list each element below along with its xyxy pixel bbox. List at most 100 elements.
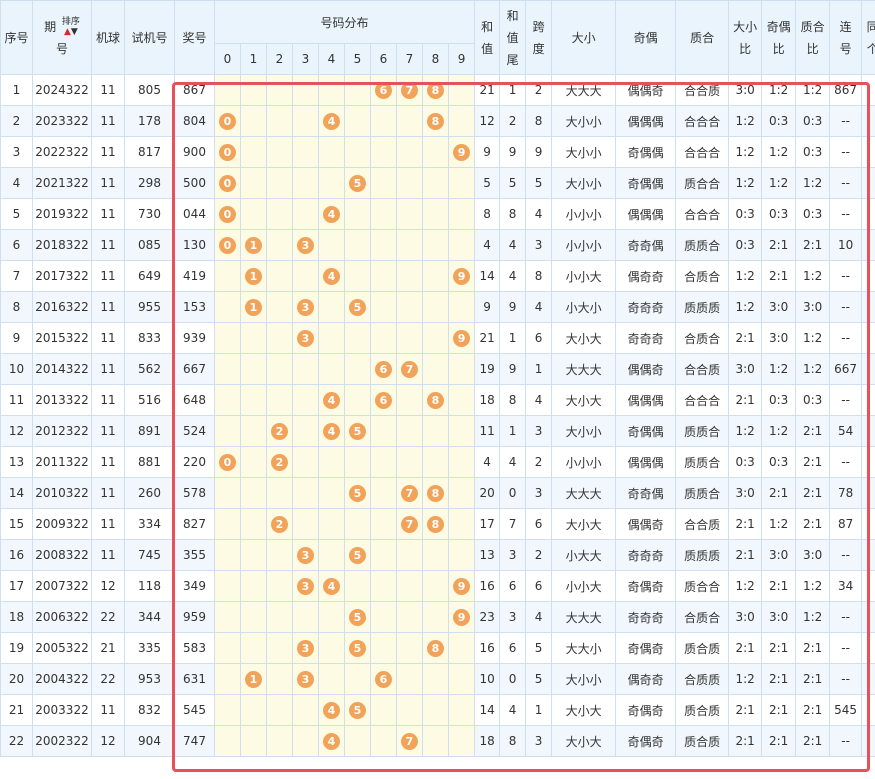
cell-digit-6 [370, 415, 397, 447]
cell-digit-6 [370, 446, 397, 478]
col-sum-tail-label-1: 和 [506, 8, 519, 23]
cell-consecutive: -- [829, 539, 863, 571]
cell-consecutive: 34 [829, 570, 863, 602]
cell-span: 3 [525, 725, 553, 757]
cell-digit-6 [370, 322, 397, 354]
cell-digit-3 [292, 415, 319, 447]
cell-parity-ratio: 0:3 [761, 446, 797, 478]
cell-seq: 16 [0, 539, 33, 571]
cell-digit-5: 5 [344, 694, 371, 726]
cell-prize: 524 [174, 415, 215, 447]
col-size: 大小 [551, 0, 617, 75]
cell-digit-7 [396, 446, 423, 478]
cell-span: 4 [525, 291, 553, 323]
digit-ball: 3 [297, 639, 314, 657]
cell-size-ratio: 2:1 [728, 539, 763, 571]
cell-prime-ratio: 2:1 [795, 508, 831, 540]
cell-trial: 955 [124, 291, 175, 323]
cell-digit-3: 3 [292, 570, 319, 602]
cell-consecutive: -- [829, 446, 863, 478]
cell-digit-1 [240, 353, 267, 385]
digit-ball: 0 [219, 236, 236, 254]
col-trial-label: 试机号 [131, 31, 168, 45]
cell-sum-tail: 3 [499, 539, 527, 571]
col-sum-tail: 和值尾 [499, 0, 527, 75]
cell-digit-8 [422, 601, 449, 633]
digit-ball: 4 [323, 391, 340, 409]
table-row: 9 2015322 11 833 939 3 9 21 1 6 大小大 奇奇奇 合质合 2:1 3:0 1:2… [0, 322, 875, 354]
cell-prime-ratio: 1:2 [795, 353, 831, 385]
cell-sum-tail: 4 [499, 694, 527, 726]
cell-trial: 649 [124, 260, 175, 292]
cell-digit-3 [292, 694, 319, 726]
cell-digit-5 [344, 198, 371, 230]
cell-digit-2: 2 [266, 415, 293, 447]
cell-digit-3: 3 [292, 291, 319, 323]
digit-ball: 6 [375, 360, 392, 378]
cell-seq: 14 [0, 477, 33, 509]
col-parity-label: 奇偶 [633, 31, 658, 45]
cell-period: 2015322 [32, 322, 92, 354]
col-distribution: 号码分布 [213, 0, 476, 44]
digit-ball: 3 [297, 577, 314, 595]
cell-digit-9: 9 [447, 601, 476, 633]
cell-digit-1: 1 [240, 663, 267, 695]
cell-digit-9 [447, 477, 476, 509]
cell-digit-3 [292, 601, 319, 633]
cell-trial: 832 [124, 694, 175, 726]
sort-control[interactable]: 排序 ▲▼ [62, 17, 80, 37]
cell-consecutive: 87 [829, 508, 863, 540]
cell-prime-ratio: 2:1 [795, 446, 831, 478]
col-period[interactable]: 期 排序 ▲▼ 号 [32, 0, 92, 75]
cell-sum-tail: 2 [499, 105, 527, 137]
cell-size: 大大大 [551, 477, 617, 509]
cell-size: 大小小 [551, 136, 617, 168]
cell-digit-7 [396, 167, 423, 199]
cell-trial: 562 [124, 353, 175, 385]
cell-digit-2: 2 [266, 446, 293, 478]
cell-sum: 23 [474, 601, 501, 633]
digit-header-1: 1 [240, 43, 267, 75]
cell-size: 小小小 [551, 229, 617, 261]
digit-ball: 9 [453, 143, 471, 161]
cell-digit-5 [344, 446, 371, 478]
cell-digit-7: 7 [396, 353, 423, 385]
cell-prime: 质质质 [675, 539, 730, 571]
table-row: 15 2009322 11 334 827 2 7 8 17 7 6 大小大 偶偶奇 合合质 2:1 1:2 2… [0, 508, 875, 540]
cell-span: 8 [525, 105, 553, 137]
cell-machine: 11 [91, 198, 125, 230]
cell-digit-0 [214, 74, 241, 106]
digit-ball: 5 [349, 546, 366, 564]
cell-digit-6 [370, 477, 397, 509]
col-size-label: 大小 [571, 31, 596, 45]
cell-prime: 质合质 [675, 694, 730, 726]
cell-prize: 900 [174, 136, 215, 168]
cell-machine: 11 [91, 229, 125, 261]
cell-sum: 19 [474, 353, 501, 385]
cell-digit-9: 9 [447, 136, 476, 168]
cell-same-count: 2 [861, 167, 875, 199]
cell-digit-5 [344, 570, 371, 602]
cell-digit-5: 5 [344, 601, 371, 633]
sort-asc-icon[interactable]: ▲ [63, 27, 71, 37]
sort-desc-icon[interactable]: ▼ [70, 27, 78, 37]
digit-ball: 6 [375, 81, 392, 99]
cell-consecutive: 54 [829, 415, 863, 447]
cell-prime: 质质合 [675, 415, 730, 447]
cell-parity: 奇偶奇 [615, 570, 677, 602]
cell-digit-7 [396, 663, 423, 695]
cell-prize: 220 [174, 446, 215, 478]
digit-ball: 5 [349, 701, 366, 719]
cell-sum-tail: 1 [499, 322, 527, 354]
cell-digit-2 [266, 322, 293, 354]
cell-digit-1 [240, 198, 267, 230]
table-row: 8 2016322 11 955 153 1 3 5 9 9 4 小大小 奇奇奇 质质质 1:2 3:0 3:0… [0, 291, 875, 323]
table-row: 3 2022322 11 817 900 0 9 9 9 9 大小小 奇偶偶 合合合 1:2 1:2 0:3-… [0, 136, 875, 168]
cell-parity: 偶奇奇 [615, 663, 677, 695]
cell-same-count: 2 [861, 446, 875, 478]
cell-machine: 11 [91, 105, 125, 137]
cell-span: 9 [525, 136, 553, 168]
cell-digit-4 [318, 136, 345, 168]
cell-period: 2003322 [32, 694, 92, 726]
